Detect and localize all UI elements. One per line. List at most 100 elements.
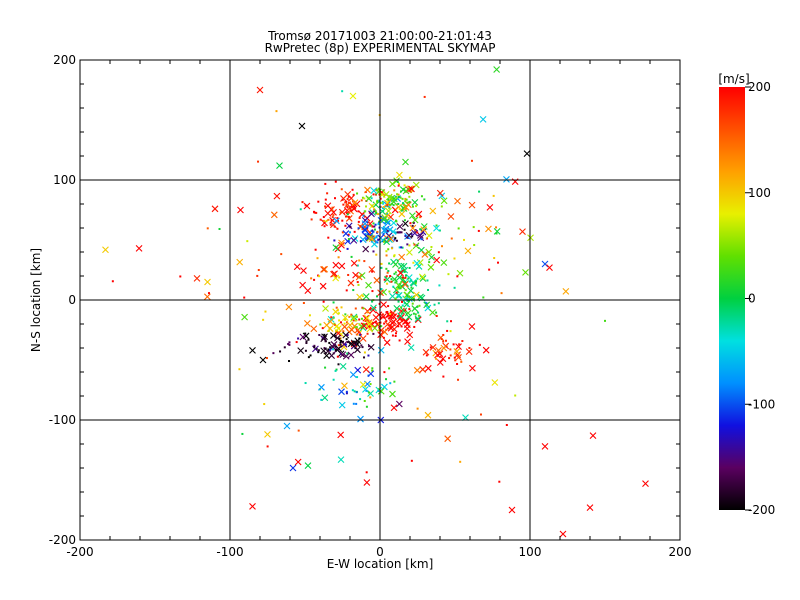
data-point (289, 464, 297, 472)
data-point (341, 231, 344, 234)
data-point (357, 415, 364, 423)
data-point (403, 325, 411, 332)
data-point (327, 329, 330, 332)
data-point (452, 343, 455, 346)
data-point (362, 366, 370, 373)
data-point (380, 317, 383, 320)
data-point (361, 295, 364, 298)
data-point (345, 200, 348, 203)
data-point (442, 340, 445, 343)
data-point (444, 435, 452, 443)
data-point (411, 229, 419, 237)
data-point (369, 396, 372, 399)
data-point (493, 257, 496, 260)
data-point (341, 198, 344, 201)
data-point (394, 334, 397, 337)
data-point (358, 337, 361, 340)
data-point (310, 325, 318, 333)
data-point (455, 343, 462, 351)
data-point (468, 323, 476, 330)
data-point (339, 211, 342, 214)
data-point (394, 271, 397, 274)
data-point (402, 204, 410, 211)
data-point (377, 213, 380, 216)
data-point (397, 269, 404, 277)
data-point (338, 239, 345, 247)
data-point (304, 332, 307, 335)
data-point (393, 238, 396, 241)
data-point (397, 202, 400, 205)
data-point (371, 270, 374, 273)
data-point (435, 314, 438, 317)
data-point (356, 376, 359, 379)
data-point (447, 213, 455, 220)
data-point (455, 353, 462, 361)
data-point (348, 315, 351, 318)
data-point (375, 253, 378, 256)
data-point (285, 303, 293, 311)
data-point (477, 229, 480, 232)
data-point (405, 274, 408, 277)
data-point (264, 431, 271, 438)
data-point (346, 321, 354, 329)
data-point (378, 322, 381, 325)
data-point (339, 351, 347, 358)
data-point (341, 90, 344, 93)
data-point (327, 218, 330, 221)
data-point (347, 240, 350, 243)
data-point (408, 266, 411, 269)
data-point (276, 162, 283, 169)
data-point (313, 346, 316, 349)
data-point (393, 231, 396, 234)
data-point (479, 413, 482, 416)
data-point (330, 270, 337, 278)
data-point (384, 320, 392, 328)
data-point (415, 263, 423, 270)
data-point (402, 187, 410, 195)
data-point (318, 383, 325, 391)
data-point (283, 422, 291, 430)
data-point (352, 193, 355, 196)
data-point (416, 231, 419, 234)
data-point (503, 175, 510, 183)
data-point (349, 315, 357, 322)
data-point (449, 330, 452, 333)
data-point (413, 307, 416, 310)
data-point (405, 313, 413, 321)
data-point (414, 315, 422, 323)
data-point (102, 246, 109, 254)
data-point (339, 363, 347, 370)
data-point (367, 390, 374, 397)
data-point (387, 235, 395, 243)
data-point (358, 318, 361, 321)
data-point (395, 291, 398, 294)
data-point (340, 188, 343, 191)
data-point (249, 503, 256, 510)
data-point (364, 186, 371, 194)
data-point (425, 248, 433, 256)
data-point (417, 311, 420, 314)
data-point (389, 390, 396, 398)
data-point (440, 197, 448, 205)
data-point (400, 306, 403, 309)
data-point (297, 429, 300, 432)
data-point (429, 346, 432, 349)
data-point (413, 291, 420, 299)
data-point (417, 234, 425, 242)
data-point (359, 335, 367, 342)
data-point (326, 192, 329, 195)
data-point (394, 281, 397, 284)
data-point (406, 294, 409, 297)
data-point (257, 269, 260, 272)
data-point (372, 321, 375, 324)
data-point (511, 178, 519, 185)
data-point (373, 225, 376, 228)
x-tick-label: 0 (376, 545, 384, 559)
data-point (359, 381, 367, 389)
data-point (337, 219, 340, 222)
data-point (337, 431, 345, 439)
data-point (397, 193, 400, 196)
data-point (343, 322, 346, 325)
data-point (321, 336, 324, 339)
y-tick-label: -100 (49, 413, 76, 427)
